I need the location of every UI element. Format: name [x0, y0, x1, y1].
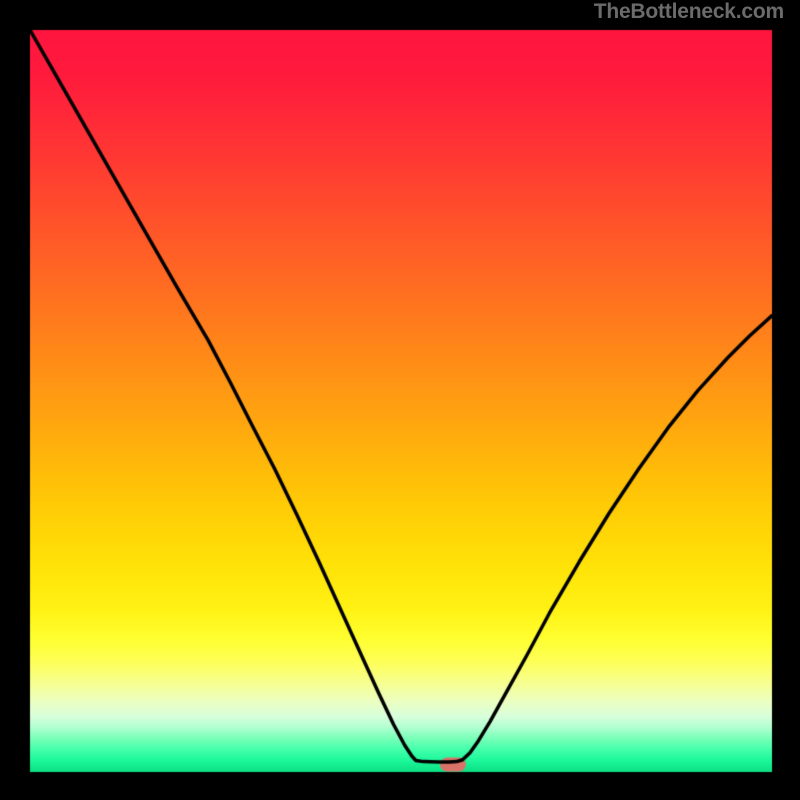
chart-stage: TheBottleneck.com: [0, 0, 800, 800]
watermark-label: TheBottleneck.com: [594, 0, 784, 24]
bottleneck-curve-chart: [0, 0, 800, 800]
